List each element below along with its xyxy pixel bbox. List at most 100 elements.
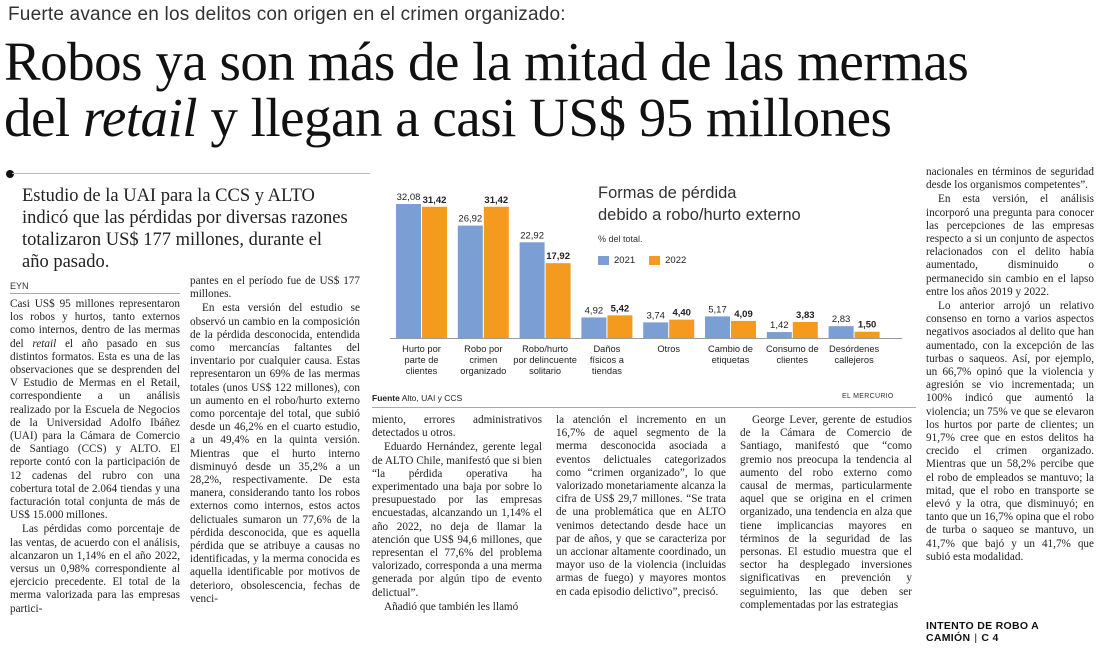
article-column-4: la atención el incremento en un 16,7% de… bbox=[556, 414, 726, 600]
article-column-6: nacionales en términos de seguridad desd… bbox=[926, 166, 1094, 565]
paragraph: En esta versión, el análisis incorporó u… bbox=[926, 193, 1094, 298]
byline: EYN bbox=[10, 281, 29, 291]
byline-divider bbox=[10, 293, 180, 294]
paragraph: pantes en el período fue de US$ 177 mill… bbox=[190, 275, 360, 301]
legend-label: 2021 bbox=[614, 255, 636, 266]
article-column-1: Casi US$ 95 millones representaron los r… bbox=[10, 298, 180, 617]
bar-2022 bbox=[483, 206, 509, 338]
paragraph: Eduardo Hernández, gerente legal de ALTO… bbox=[372, 441, 542, 599]
bullet-dot bbox=[6, 170, 14, 178]
data-label: 4,09 bbox=[734, 309, 753, 320]
data-label: 4,92 bbox=[585, 305, 604, 316]
page-number: C 4 bbox=[981, 632, 999, 644]
category-label: Otros bbox=[657, 344, 680, 354]
source-text: Alto, UAI y CCS bbox=[399, 393, 463, 403]
paragraph: Casi US$ 95 millones representaron los r… bbox=[10, 298, 180, 522]
article-column-5: George Lever, gerente de estudios de la … bbox=[740, 414, 912, 613]
headline-italic: retail bbox=[82, 87, 198, 148]
headline-line-1: Robos ya son más de la mitad de las merm… bbox=[4, 31, 969, 92]
data-label: 31,42 bbox=[423, 195, 447, 206]
bar-2021 bbox=[581, 317, 607, 338]
deck: Estudio de la UAI para la CCS y ALTO ind… bbox=[22, 186, 348, 272]
chart-credit: EL MERCURIO bbox=[842, 393, 894, 400]
bar-2021 bbox=[705, 316, 730, 338]
data-label: 31,42 bbox=[484, 195, 508, 206]
category-label: crimen bbox=[469, 355, 497, 365]
paragraph: George Lever, gerente de estudios de la … bbox=[740, 414, 912, 611]
legend-swatch bbox=[649, 256, 661, 265]
category-label: clientes bbox=[406, 366, 438, 376]
category-label: tiendas bbox=[592, 366, 622, 376]
chart-legend: 2021 2022 bbox=[598, 255, 686, 266]
data-label: 4,40 bbox=[672, 308, 691, 319]
category-label: Daños bbox=[593, 344, 620, 354]
data-label: 2,83 bbox=[832, 314, 851, 325]
data-label: 1,42 bbox=[770, 320, 789, 331]
article-column-2: pantes en el período fue de US$ 177 mill… bbox=[190, 275, 360, 607]
paragraph: la atención el incremento en un 16,7% de… bbox=[556, 414, 726, 598]
bar-chart: 32,08 31,42 Hurto por parte de clientes 26,92… bbox=[372, 172, 916, 410]
chart-title: Formas de pérdida debido a robo/hurto ex… bbox=[598, 182, 801, 226]
text: Casi US$ 95 millones representaron los r… bbox=[10, 298, 180, 350]
category-label: Desórdenes bbox=[829, 344, 879, 354]
paragraph: Lo anterior arrojó un relativo consenso … bbox=[926, 300, 1094, 563]
bar-2021 bbox=[396, 204, 421, 338]
data-label: 32,08 bbox=[397, 192, 421, 203]
chart-source: Fuente Alto, UAI y CCS bbox=[372, 393, 462, 403]
bar-2022 bbox=[854, 331, 880, 338]
bar-2021 bbox=[519, 242, 545, 338]
bar-2022 bbox=[422, 206, 447, 338]
paragraph: Las pérdidas como porcentaje de las vent… bbox=[10, 523, 180, 615]
legend-item-2021: 2021 bbox=[598, 255, 635, 266]
page-footer: INTENTO DE ROBO A CAMIÓN | C 4 bbox=[926, 620, 1100, 644]
category-label: Robo por bbox=[464, 344, 502, 354]
bar-2022 bbox=[607, 315, 633, 338]
bar-2021 bbox=[457, 225, 483, 338]
legend-swatch bbox=[598, 256, 609, 265]
chart-unit: % del total. bbox=[598, 234, 643, 244]
category-label: físicos a bbox=[590, 355, 625, 365]
paragraph: nacionales en términos de seguridad desd… bbox=[926, 166, 1094, 192]
category-label: callejeros bbox=[834, 355, 874, 365]
data-label: 17,92 bbox=[546, 251, 570, 262]
category-label: solitario bbox=[529, 366, 561, 376]
data-label: 26,92 bbox=[458, 214, 482, 225]
bar-2022 bbox=[731, 320, 756, 338]
category-label: etiquetas bbox=[712, 355, 750, 365]
category-label: Robo/hurto bbox=[522, 344, 568, 354]
bar-2021 bbox=[766, 332, 792, 338]
chart-title-line-1: Formas de pérdida bbox=[598, 184, 737, 202]
data-label: 22,92 bbox=[520, 230, 544, 241]
chart-divider bbox=[372, 407, 916, 408]
category-label: por delincuente bbox=[513, 355, 577, 365]
data-label: 5,42 bbox=[611, 303, 630, 314]
footer-separator: | bbox=[974, 632, 978, 644]
bar-2022 bbox=[792, 322, 818, 338]
legend-item-2022: 2022 bbox=[649, 255, 686, 266]
article-column-3: miento, errores administrativos detectad… bbox=[372, 414, 542, 615]
paragraph: En esta versión del estudio se observó u… bbox=[190, 302, 360, 605]
category-label: clientes bbox=[777, 355, 809, 365]
paragraph: Añadió que también les llamó bbox=[384, 600, 519, 613]
chart-title-line-2: debido a robo/hurto externo bbox=[598, 206, 801, 224]
divider bbox=[12, 173, 370, 174]
kicker: Fuerte avance en los delitos con origen … bbox=[8, 4, 566, 25]
footer-reference: INTENTO DE ROBO A CAMIÓN bbox=[926, 620, 1039, 644]
bar-2021 bbox=[828, 326, 854, 338]
paragraph: miento, errores administrativos detectad… bbox=[372, 414, 542, 440]
data-label: 3,74 bbox=[646, 310, 665, 321]
text: el año pasado en sus distintos formatos.… bbox=[10, 337, 181, 522]
headline: Robos ya son más de la mitad de las merm… bbox=[4, 34, 1096, 146]
legend-label: 2022 bbox=[665, 255, 687, 266]
category-label: Consumo de bbox=[766, 344, 819, 354]
category-label: Hurto por bbox=[402, 344, 441, 354]
bar-2022 bbox=[669, 319, 695, 338]
category-label: organizado bbox=[460, 366, 506, 376]
bar-2022 bbox=[545, 263, 571, 338]
headline-text-end: y llegan a casi US$ 95 millones bbox=[197, 87, 892, 148]
source-label: Fuente bbox=[372, 393, 400, 403]
headline-text: del bbox=[4, 87, 83, 148]
headline-line-2: del retail y llegan a casi US$ 95 millon… bbox=[4, 90, 1096, 146]
category-label: Cambio de bbox=[708, 344, 753, 354]
